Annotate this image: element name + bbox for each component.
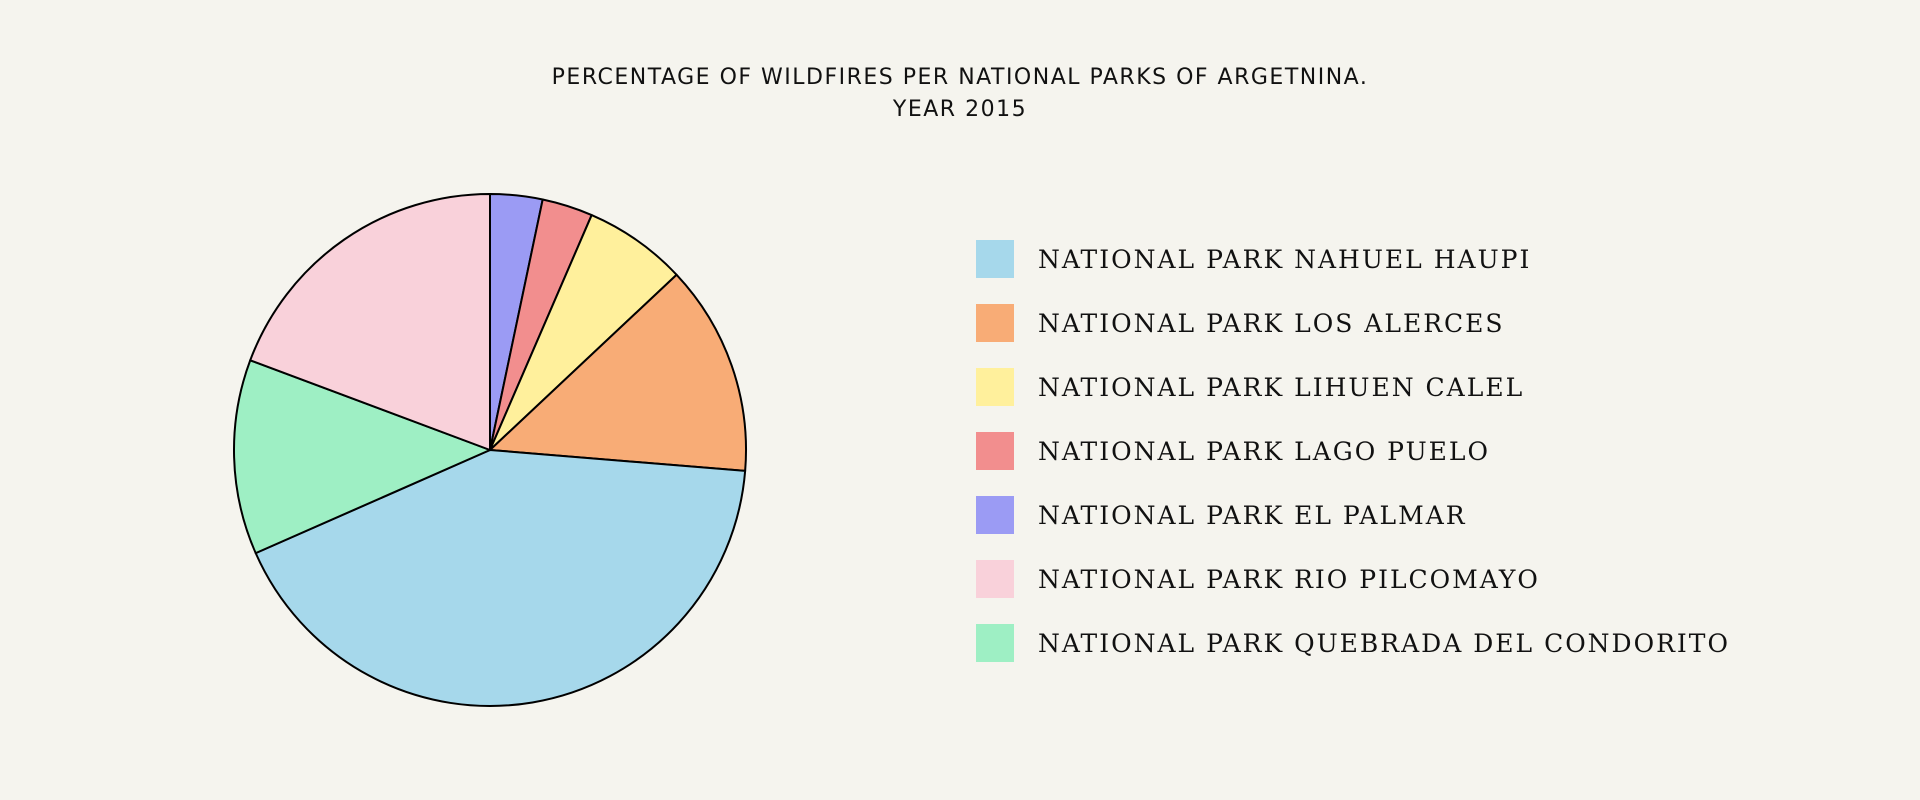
legend-label: NATIONAL PARK LOS ALERCES bbox=[1038, 308, 1505, 338]
legend-item: NATIONAL PARK QUEBRADA DEL CONDORITO bbox=[976, 624, 1730, 662]
legend-item: NATIONAL PARK LAGO PUELO bbox=[976, 432, 1730, 470]
legend-item: NATIONAL PARK NAHUEL HAUPI bbox=[976, 240, 1730, 278]
legend-label: NATIONAL PARK RIO PILCOMAYO bbox=[1038, 564, 1540, 594]
legend-item: NATIONAL PARK RIO PILCOMAYO bbox=[976, 560, 1730, 598]
legend-label: NATIONAL PARK LAGO PUELO bbox=[1038, 436, 1490, 466]
legend-label: NATIONAL PARK QUEBRADA DEL CONDORITO bbox=[1038, 628, 1730, 658]
chart-title-block: PERCENTAGE OF WILDFIRES PER NATIONAL PAR… bbox=[0, 62, 1920, 126]
chart-subtitle: YEAR 2015 bbox=[892, 97, 1028, 122]
legend-swatch bbox=[976, 560, 1014, 598]
pie-slice-national-park-rio-pilcomayo bbox=[249, 193, 491, 451]
chart-title: PERCENTAGE OF WILDFIRES PER NATIONAL PAR… bbox=[551, 65, 1369, 90]
legend-swatch bbox=[976, 368, 1014, 406]
pie-slice-national-park-nahuel-haupi bbox=[254, 449, 747, 707]
legend-label: NATIONAL PARK EL PALMAR bbox=[1038, 500, 1467, 530]
legend-label: NATIONAL PARK LIHUEN CALEL bbox=[1038, 372, 1525, 402]
legend-label: NATIONAL PARK NAHUEL HAUPI bbox=[1038, 244, 1532, 274]
legend-swatch bbox=[976, 432, 1014, 470]
legend-swatch bbox=[976, 496, 1014, 534]
pie-slice-national-park-quebrada-del-condorito bbox=[233, 359, 491, 555]
pie-chart bbox=[233, 193, 747, 707]
legend-swatch bbox=[976, 624, 1014, 662]
legend-item: NATIONAL PARK EL PALMAR bbox=[976, 496, 1730, 534]
pie-slice-national-park-los-alerces bbox=[489, 273, 747, 472]
legend-swatch bbox=[976, 304, 1014, 342]
legend-item: NATIONAL PARK LOS ALERCES bbox=[976, 304, 1730, 342]
legend-item: NATIONAL PARK LIHUEN CALEL bbox=[976, 368, 1730, 406]
chart-legend: NATIONAL PARK NAHUEL HAUPI NATIONAL PARK … bbox=[976, 240, 1730, 688]
legend-swatch bbox=[976, 240, 1014, 278]
